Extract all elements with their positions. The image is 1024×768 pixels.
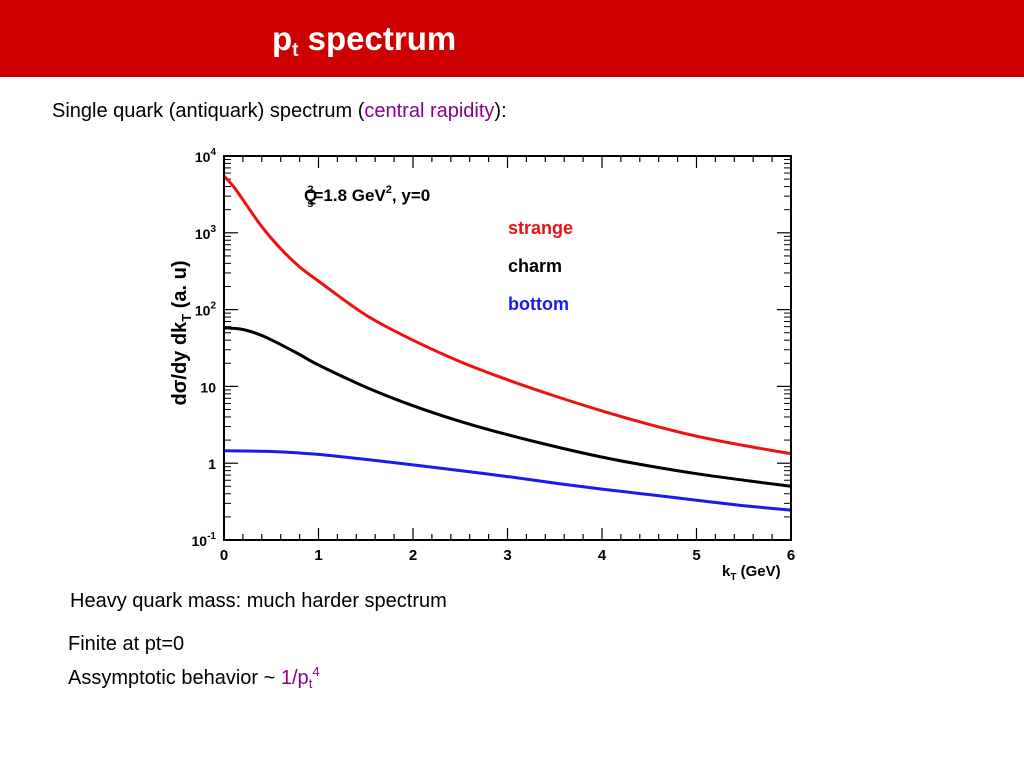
intro-text-after: ): (494, 100, 507, 122)
legend-charm: charm (508, 256, 562, 276)
x-tick-label: 5 (692, 547, 700, 564)
y-tick-label: 1 (208, 456, 216, 472)
series-line-strange (222, 174, 792, 456)
note-finite: Finite at pt=0 (68, 633, 185, 655)
note-asymptotic-highlight: 1/pt4 (280, 664, 320, 691)
note-asymptotic-text: Assymptotic behavior ~ (68, 667, 281, 689)
title-bar: pt spectrum (0, 0, 1024, 77)
note-heavy-quark: Heavy quark mass: much harder spectrum (70, 590, 447, 612)
series-line-charm (223, 326, 792, 488)
x-tick-label: 2 (409, 547, 417, 564)
intro-text: Single quark (antiquark) spectrum (centr… (52, 100, 507, 123)
legend-bottom: bottom (508, 294, 569, 314)
y-tick-label: 10 (200, 379, 216, 395)
title-rest: spectrum (298, 20, 457, 57)
x-tick-label: 1 (314, 547, 322, 564)
y-axis-label: dσ/dy dkT (a. u) (169, 261, 194, 406)
legend-strange: strange (508, 218, 573, 238)
x-tick-label: 6 (787, 547, 795, 564)
x-axis-label: kT (GeV) (722, 563, 781, 583)
y-tick-label: 10-1 (192, 531, 217, 549)
y-tick-label: 103 (195, 224, 217, 242)
chart-annotation: Qs2=1.8 GeV2, y=0 (304, 184, 430, 210)
x-tick-label: 4 (598, 547, 607, 564)
intro-text-before: Single quark (antiquark) spectrum ( (52, 100, 365, 122)
spectrum-chart: 0 1 2 3 4 5 6 10-1 1 10 102 103 104 Qs2=1.8 GeV2, y=… (160, 147, 810, 588)
x-tick-label: 0 (220, 547, 228, 564)
page-title: pt spectrum (272, 20, 456, 62)
y-tick-label: 104 (195, 148, 217, 165)
title-subscript: t (292, 40, 299, 61)
x-tick-label: 3 (503, 547, 511, 564)
series-line-bottom (223, 449, 792, 512)
y-tick-label: 102 (195, 301, 217, 319)
title-main: p (272, 20, 293, 57)
series-layer (222, 174, 792, 512)
plot-frame (223, 155, 792, 541)
ticks-layer (223, 155, 792, 541)
note-asymptotic: Assymptotic behavior ~ 1/pt4 (68, 664, 320, 691)
labels-layer: 0 1 2 3 4 5 6 10-1 1 10 102 103 104 (192, 147, 796, 564)
chart-svg: 0 1 2 3 4 5 6 10-1 1 10 102 103 104 Qs2=1.8 GeV2, y=… (169, 147, 796, 583)
intro-highlight: central rapidity (364, 100, 495, 122)
